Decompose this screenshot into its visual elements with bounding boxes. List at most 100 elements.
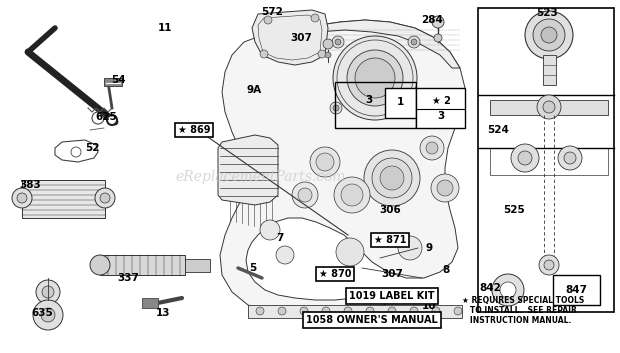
Circle shape [355, 58, 395, 98]
Bar [142, 298, 158, 308]
Circle shape [332, 36, 344, 48]
Circle shape [372, 158, 412, 198]
Circle shape [408, 102, 420, 114]
Circle shape [336, 238, 364, 266]
Circle shape [500, 282, 516, 298]
Text: ★ 869: ★ 869 [178, 125, 210, 135]
Text: 5: 5 [249, 263, 257, 273]
Circle shape [100, 193, 110, 203]
Circle shape [276, 246, 294, 264]
Text: 842: 842 [479, 283, 501, 293]
Text: 54: 54 [111, 75, 125, 85]
Text: ★ REQUIRES SPECIAL TOOLS: ★ REQUIRES SPECIAL TOOLS [462, 296, 584, 305]
Circle shape [325, 52, 331, 58]
Circle shape [278, 307, 286, 315]
Text: 9A: 9A [246, 85, 262, 95]
Text: 3: 3 [365, 95, 373, 105]
Circle shape [410, 307, 418, 315]
Text: 8: 8 [443, 265, 450, 275]
Bar [385, 88, 416, 118]
Circle shape [364, 150, 420, 206]
Text: 10: 10 [422, 301, 436, 311]
Circle shape [300, 307, 308, 315]
Circle shape [333, 36, 417, 120]
Text: INSTRUCTION MANUAL.: INSTRUCTION MANUAL. [462, 316, 572, 325]
Text: 52: 52 [85, 143, 99, 153]
Circle shape [408, 36, 420, 48]
Bar [478, 8, 614, 312]
Text: ★ 870: ★ 870 [319, 269, 352, 279]
Bar [490, 100, 608, 115]
Circle shape [437, 180, 453, 196]
Circle shape [264, 16, 272, 24]
Circle shape [17, 193, 27, 203]
Bar [416, 88, 465, 128]
Circle shape [543, 101, 555, 113]
Circle shape [518, 151, 532, 165]
Circle shape [298, 188, 312, 202]
Circle shape [33, 300, 63, 330]
Circle shape [322, 307, 330, 315]
Text: 3: 3 [437, 111, 445, 121]
Text: 306: 306 [379, 205, 401, 215]
Circle shape [311, 14, 319, 22]
Circle shape [366, 307, 374, 315]
Circle shape [432, 16, 444, 28]
Text: 1058 OWNER'S MANUAL: 1058 OWNER'S MANUAL [306, 315, 438, 325]
Text: 337: 337 [117, 273, 139, 283]
Circle shape [434, 34, 442, 42]
Circle shape [12, 188, 32, 208]
Text: ★ 871: ★ 871 [374, 235, 406, 245]
Text: 523: 523 [536, 8, 558, 18]
Text: 847: 847 [565, 285, 587, 295]
Circle shape [537, 95, 561, 119]
Circle shape [256, 307, 264, 315]
Circle shape [310, 147, 340, 177]
Bar [248, 305, 462, 318]
Text: 13: 13 [156, 308, 171, 318]
Polygon shape [220, 20, 465, 315]
Circle shape [344, 307, 352, 315]
Circle shape [260, 220, 280, 240]
Polygon shape [252, 10, 328, 65]
Circle shape [41, 308, 55, 322]
Circle shape [544, 260, 554, 270]
Circle shape [323, 39, 333, 49]
Circle shape [318, 50, 326, 58]
Text: 7: 7 [277, 233, 284, 243]
Circle shape [36, 280, 60, 304]
Circle shape [334, 177, 370, 213]
Circle shape [454, 307, 462, 315]
Text: 307: 307 [290, 33, 312, 43]
Bar [22, 180, 105, 218]
Text: 383: 383 [19, 180, 41, 190]
Circle shape [564, 152, 576, 164]
Circle shape [411, 39, 417, 45]
Text: 1: 1 [396, 97, 404, 107]
Bar [335, 82, 416, 128]
Circle shape [333, 105, 339, 111]
Text: 307: 307 [381, 269, 403, 279]
Circle shape [388, 307, 396, 315]
Polygon shape [218, 135, 278, 205]
Circle shape [558, 146, 582, 170]
Text: 572: 572 [261, 7, 283, 17]
Circle shape [492, 274, 524, 306]
Circle shape [533, 19, 565, 51]
Bar [104, 78, 122, 86]
Text: 525: 525 [503, 205, 525, 215]
Circle shape [541, 27, 557, 43]
Bar [543, 55, 556, 85]
Text: 9: 9 [425, 243, 433, 253]
Text: 1019 LABEL KIT: 1019 LABEL KIT [349, 291, 435, 301]
Circle shape [335, 39, 341, 45]
Text: 625: 625 [95, 112, 117, 122]
Circle shape [95, 188, 115, 208]
Circle shape [90, 255, 110, 275]
Circle shape [426, 142, 438, 154]
Circle shape [380, 166, 404, 190]
Circle shape [420, 136, 444, 160]
Text: 284: 284 [421, 15, 443, 25]
Bar [490, 148, 608, 175]
Circle shape [432, 307, 440, 315]
